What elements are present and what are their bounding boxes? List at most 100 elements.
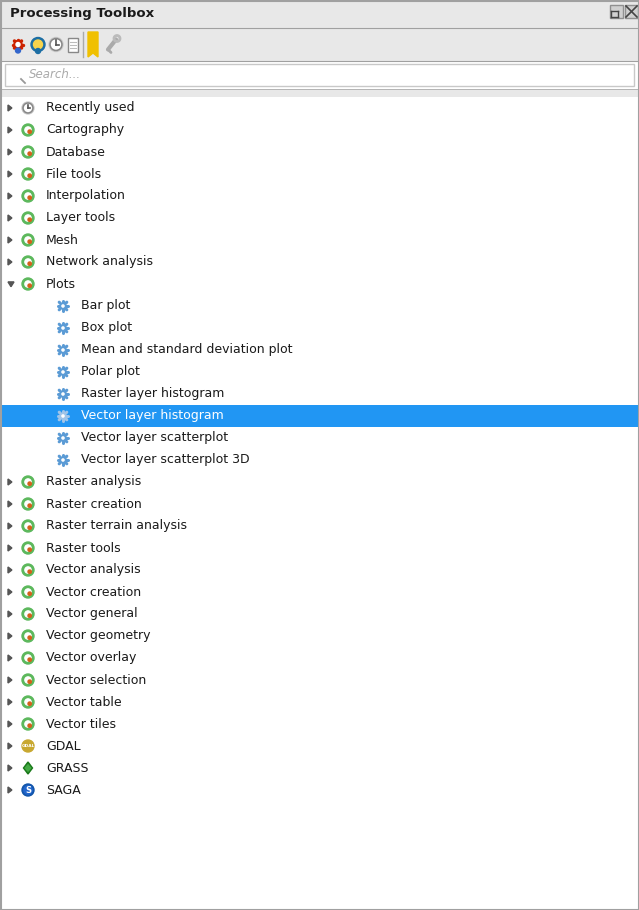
Circle shape xyxy=(25,501,31,507)
Text: GDAL: GDAL xyxy=(21,744,35,748)
Polygon shape xyxy=(26,764,31,772)
Circle shape xyxy=(25,721,31,727)
Circle shape xyxy=(24,786,32,794)
Circle shape xyxy=(31,37,45,52)
Text: Vector analysis: Vector analysis xyxy=(46,563,141,577)
FancyBboxPatch shape xyxy=(0,0,639,28)
Circle shape xyxy=(28,152,31,156)
Circle shape xyxy=(28,218,31,221)
Text: Bar plot: Bar plot xyxy=(81,299,130,312)
Circle shape xyxy=(61,391,65,396)
Text: Layer tools: Layer tools xyxy=(46,211,115,225)
Circle shape xyxy=(25,237,31,243)
Text: Network analysis: Network analysis xyxy=(46,256,153,268)
Text: Raster creation: Raster creation xyxy=(46,498,142,511)
Circle shape xyxy=(33,40,43,49)
Circle shape xyxy=(49,37,63,52)
Circle shape xyxy=(16,43,20,46)
Circle shape xyxy=(28,482,31,485)
Circle shape xyxy=(22,476,34,488)
Circle shape xyxy=(28,262,31,266)
Polygon shape xyxy=(8,237,12,243)
FancyBboxPatch shape xyxy=(0,97,639,910)
Polygon shape xyxy=(8,699,12,705)
Polygon shape xyxy=(8,765,12,771)
Circle shape xyxy=(25,171,31,177)
Text: Mesh: Mesh xyxy=(46,234,79,247)
Text: Search...: Search... xyxy=(29,68,81,82)
FancyBboxPatch shape xyxy=(5,64,634,86)
Polygon shape xyxy=(8,149,12,155)
Polygon shape xyxy=(8,655,12,661)
FancyBboxPatch shape xyxy=(68,37,78,52)
Text: Interpolation: Interpolation xyxy=(46,189,126,203)
FancyBboxPatch shape xyxy=(610,5,623,18)
FancyBboxPatch shape xyxy=(625,5,638,18)
Polygon shape xyxy=(8,567,12,573)
Circle shape xyxy=(28,570,31,573)
Circle shape xyxy=(22,718,34,730)
Circle shape xyxy=(62,349,64,351)
Text: Vector geometry: Vector geometry xyxy=(46,630,151,642)
Text: Raster terrain analysis: Raster terrain analysis xyxy=(46,520,187,532)
Circle shape xyxy=(25,632,31,639)
Text: Raster layer histogram: Raster layer histogram xyxy=(81,388,224,400)
Circle shape xyxy=(25,149,31,155)
Circle shape xyxy=(28,636,31,640)
Text: Mean and standard deviation plot: Mean and standard deviation plot xyxy=(81,343,293,357)
Text: Recently used: Recently used xyxy=(46,102,134,115)
Polygon shape xyxy=(8,611,12,617)
Text: GRASS: GRASS xyxy=(46,762,88,774)
Text: S: S xyxy=(25,786,31,795)
Circle shape xyxy=(25,258,31,265)
Polygon shape xyxy=(8,721,12,727)
Text: Vector table: Vector table xyxy=(46,695,121,709)
Circle shape xyxy=(28,504,31,508)
Text: Vector layer scatterplot 3D: Vector layer scatterplot 3D xyxy=(81,453,250,467)
Circle shape xyxy=(22,630,34,642)
Polygon shape xyxy=(8,589,12,595)
Circle shape xyxy=(22,564,34,576)
Circle shape xyxy=(22,278,34,290)
Circle shape xyxy=(25,611,31,617)
Circle shape xyxy=(25,699,31,705)
Circle shape xyxy=(28,548,31,551)
Circle shape xyxy=(36,48,40,54)
Text: File tools: File tools xyxy=(46,167,101,180)
Circle shape xyxy=(61,304,65,308)
Polygon shape xyxy=(8,105,12,111)
Circle shape xyxy=(28,526,31,530)
Circle shape xyxy=(25,193,31,199)
Polygon shape xyxy=(8,545,12,551)
Circle shape xyxy=(62,459,64,461)
Circle shape xyxy=(25,281,31,288)
Polygon shape xyxy=(8,193,12,199)
Circle shape xyxy=(22,124,34,136)
Circle shape xyxy=(61,414,65,419)
Circle shape xyxy=(22,608,34,620)
Circle shape xyxy=(14,41,22,48)
Text: Raster analysis: Raster analysis xyxy=(46,476,141,489)
Circle shape xyxy=(28,240,31,243)
Circle shape xyxy=(61,436,65,440)
Text: Vector layer histogram: Vector layer histogram xyxy=(81,410,224,422)
Circle shape xyxy=(28,174,31,177)
Polygon shape xyxy=(8,259,12,265)
Circle shape xyxy=(28,680,31,683)
Circle shape xyxy=(61,348,65,352)
Circle shape xyxy=(22,674,34,686)
Circle shape xyxy=(25,545,31,551)
Circle shape xyxy=(28,284,31,288)
Text: Vector creation: Vector creation xyxy=(46,585,141,599)
Polygon shape xyxy=(8,501,12,507)
Circle shape xyxy=(28,614,31,617)
Circle shape xyxy=(22,190,34,202)
Circle shape xyxy=(23,103,33,113)
Text: Vector general: Vector general xyxy=(46,608,137,621)
Text: Raster tools: Raster tools xyxy=(46,541,121,554)
Circle shape xyxy=(62,327,64,329)
Circle shape xyxy=(25,479,31,485)
Circle shape xyxy=(22,696,34,708)
Circle shape xyxy=(25,567,31,573)
Polygon shape xyxy=(24,762,33,774)
